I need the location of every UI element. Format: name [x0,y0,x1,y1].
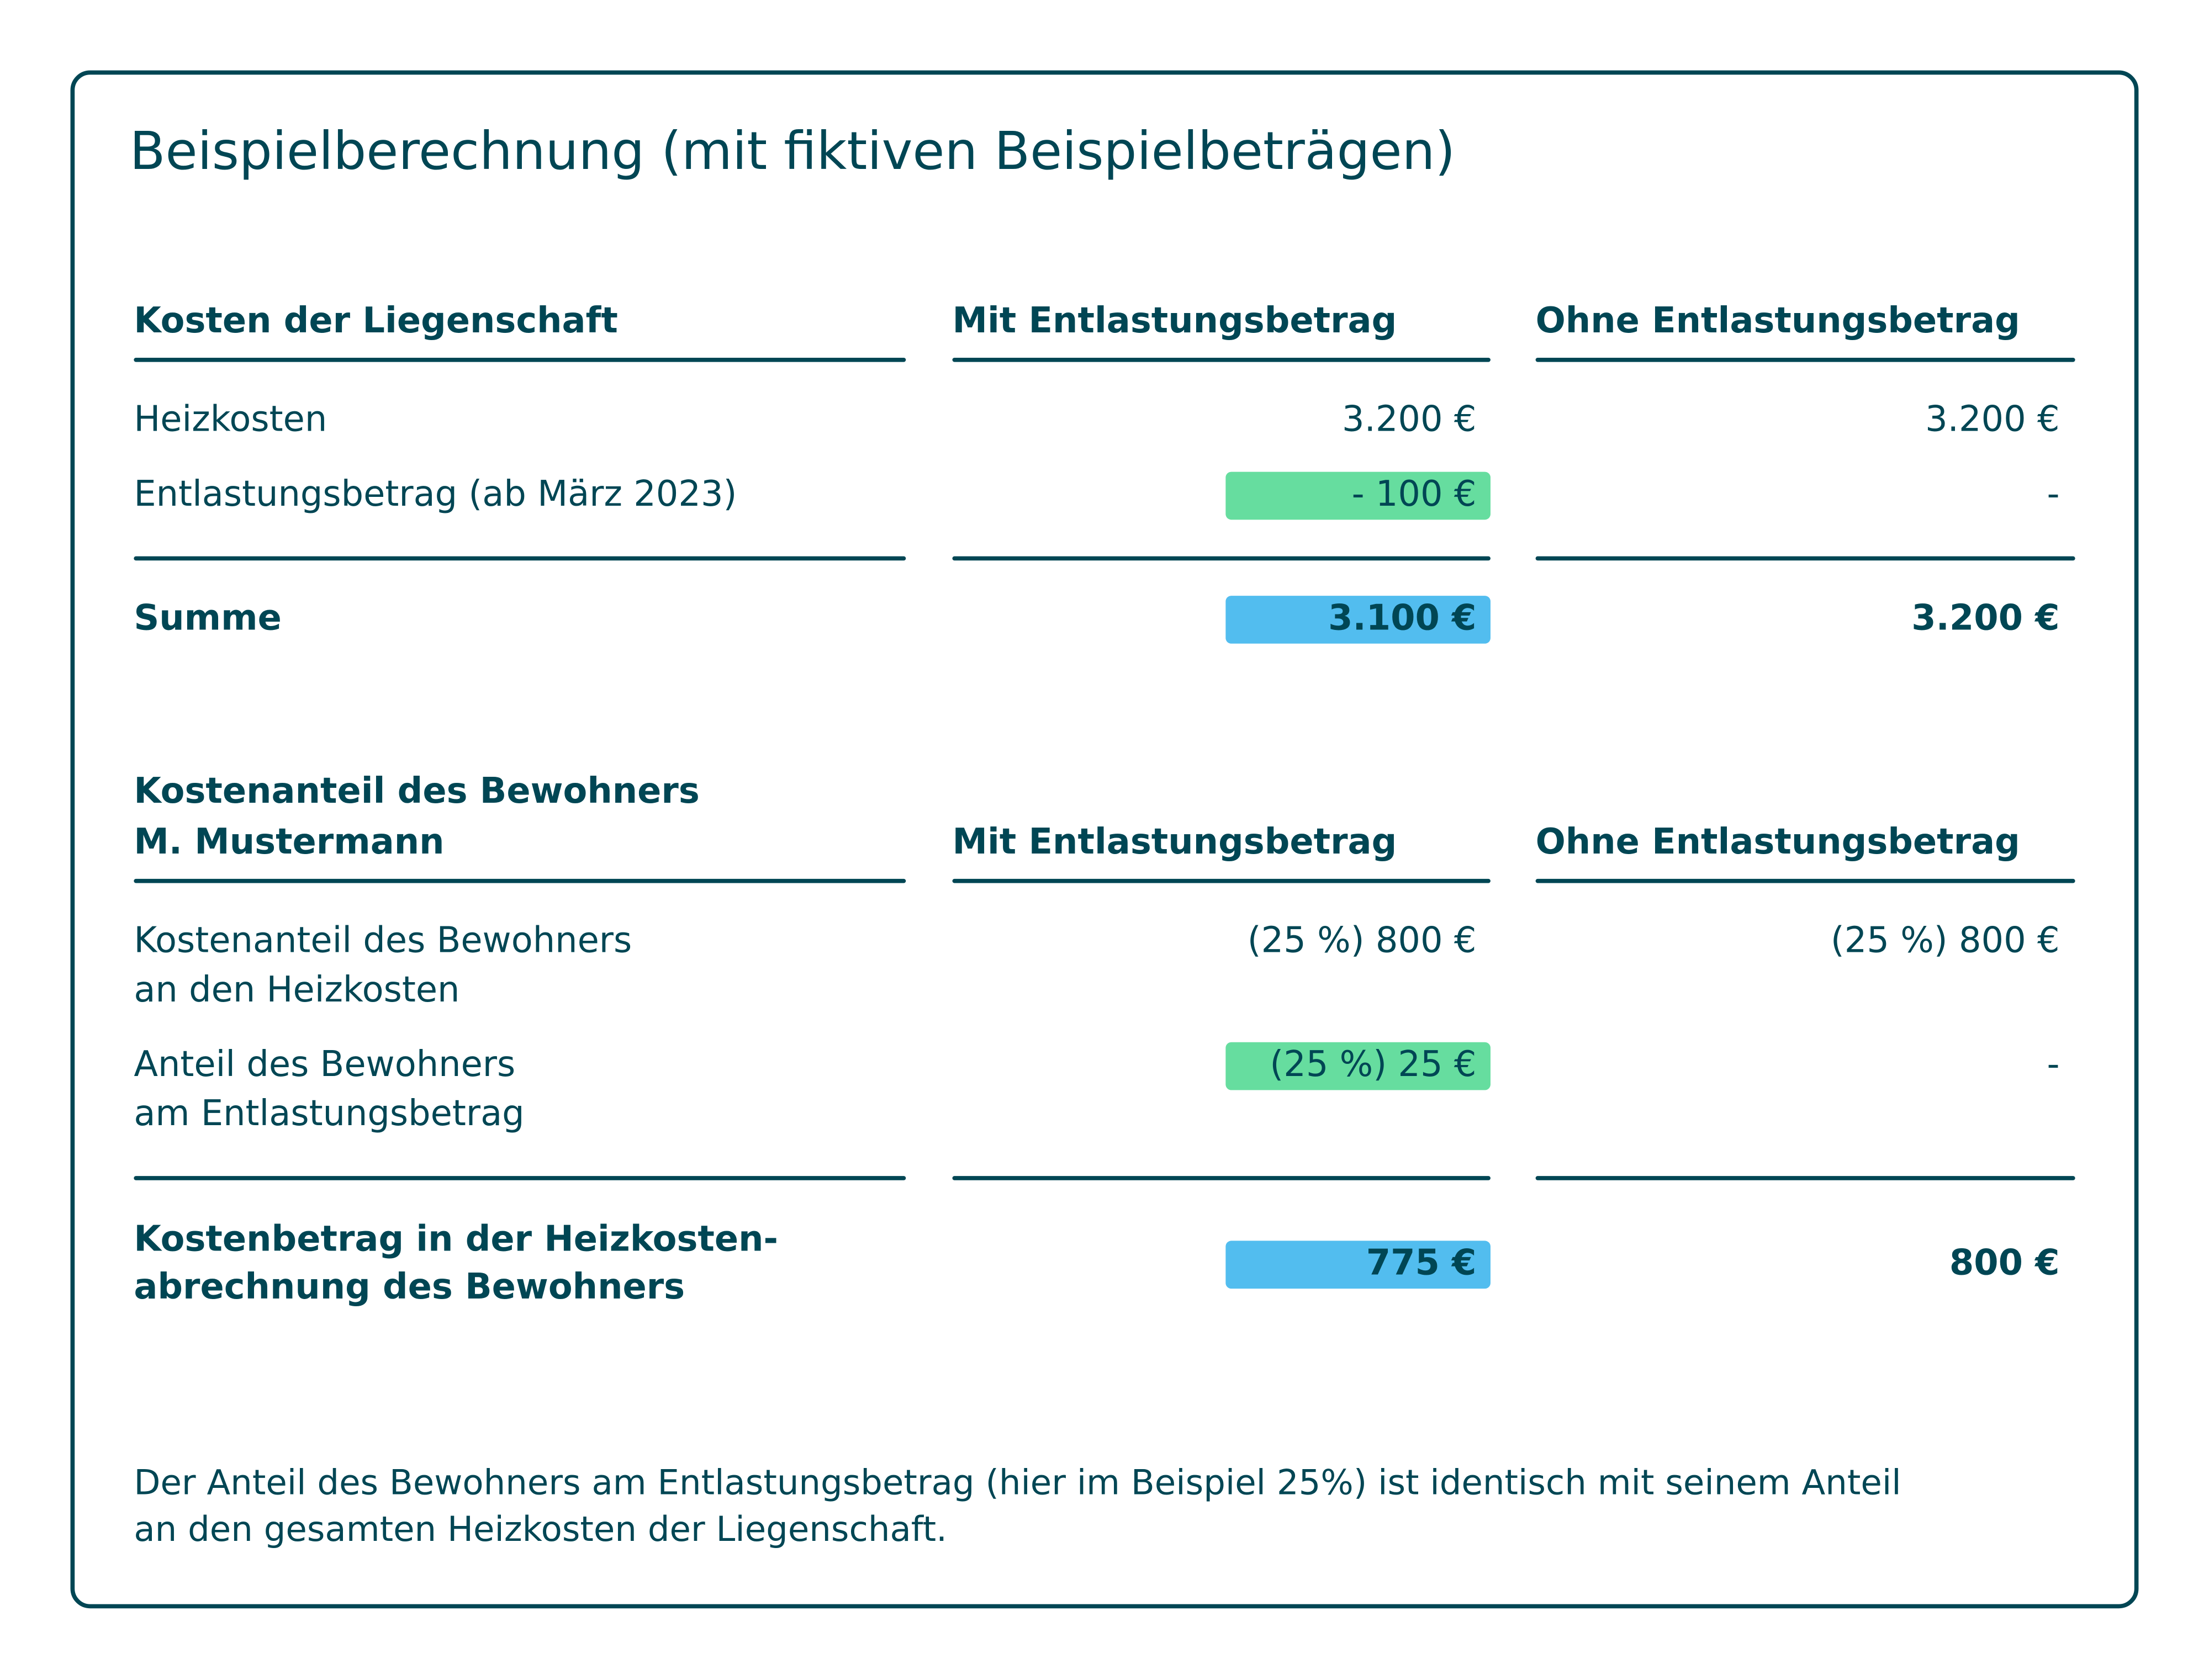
section1-header-mit: Mit Entlastungsbetrag [952,300,1397,341]
row-label-1: Kostenanteil des Bewohners [134,919,632,961]
section2-header-label-1: Kostenanteil des Bewohners [134,770,700,812]
divider [1535,1176,2075,1180]
section2-header-label-2: M. Mustermann [134,821,445,862]
divider [134,357,906,362]
highlight-green [1225,1042,1491,1090]
highlight-green [1225,471,1491,520]
divider [952,556,1491,561]
row-label-1: Anteil des Bewohners [134,1043,516,1085]
total-ohne: 3.200 € [1911,597,2060,638]
total-label-1: Kostenbetrag in der Heizkosten- [134,1218,779,1259]
value-mit: (25 %) 800 € [1247,919,1477,961]
section1-header-ohne: Ohne Entlastungsbetrag [1535,300,2020,341]
divider [952,878,1491,883]
divider [1535,556,2075,561]
divider [1535,357,2075,362]
value-ohne: - [2047,473,2060,515]
row-label-2: am Entlastungsbetrag [134,1093,525,1134]
value-mit: 3.200 € [1341,398,1477,439]
divider [1535,878,2075,883]
value-mit: - 100 € [1351,473,1477,515]
value-ohne: 3.200 € [1925,398,2060,439]
value-ohne: - [2047,1043,2060,1085]
divider [952,1176,1491,1180]
page-title: Beispielberechnung (mit fiktiven Beispie… [129,121,1456,182]
value-ohne: (25 %) 800 € [1830,919,2060,961]
divider [134,878,906,883]
total-ohne: 800 € [1949,1242,2060,1283]
section2-header-mit: Mit Entlastungsbetrag [952,821,1397,862]
divider [952,357,1491,362]
total-mit: 3.100 € [1328,597,1477,638]
value-mit: (25 %) 25 € [1270,1043,1477,1085]
highlight-blue [1225,1241,1491,1289]
row-label: Heizkosten [134,398,327,439]
highlight-blue [1225,596,1491,644]
total-mit: 775 € [1366,1242,1477,1283]
section2-header-ohne: Ohne Entlastungsbetrag [1535,821,2020,862]
row-label: Entlastungsbetrag (ab März 2023) [134,473,737,515]
divider [134,1176,906,1180]
row-label-2: an den Heizkosten [134,969,460,1010]
section1-header-label: Kosten der Liegenschaft [134,300,618,341]
total-label: Summe [134,597,282,638]
footnote-line1: Der Anteil des Bewohners am Entlastungsb… [134,1461,1901,1503]
footnote-line2: an den gesamten Heizkosten der Liegensch… [134,1508,948,1550]
card-border [70,70,2139,1609]
divider [134,556,906,561]
total-label-2: abrechnung des Bewohners [134,1266,685,1307]
